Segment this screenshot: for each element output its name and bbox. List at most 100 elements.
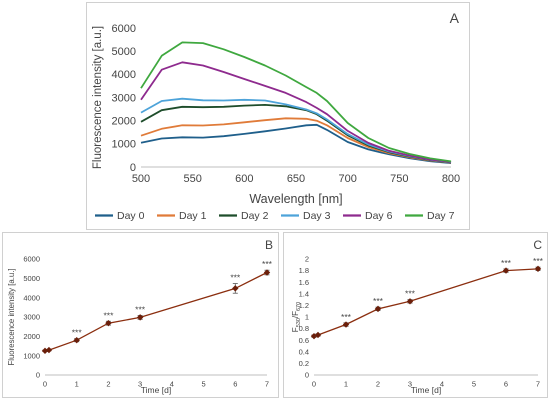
x-tick-label: 550: [183, 173, 201, 185]
significance-label: ***: [501, 258, 512, 268]
y-tick-label: 2000: [23, 332, 40, 341]
y-tick-label: 6000: [23, 255, 40, 264]
y-tick-label: 0.8: [299, 324, 309, 333]
panel-a: 0 1000 2000 3000 4000 5000 6000 500 550 600 650 700…: [86, 2, 470, 230]
y-tick-label: 0: [130, 162, 136, 174]
panel-c: 0 0.2 0.4 0.6 0.8 1 1.2 1.4 1.6 1.8 2 0 1 2 3 4 5 6 7 Time …: [283, 232, 548, 398]
y-axis-label: F530/F670: [291, 302, 302, 332]
x-tick-label: 5: [201, 380, 205, 389]
data-point-marker: [263, 269, 271, 276]
legend-label: Day 0: [117, 210, 145, 222]
panel-letter: B: [265, 238, 273, 252]
y-tick-label: 1000: [112, 139, 136, 151]
ratio-time-chart: 0 0.2 0.4 0.6 0.8 1 1.2 1.4 1.6 1.8 2 0 1 2 3 4 5 6 7 Time …: [291, 238, 544, 395]
x-tick-label: 600: [235, 173, 253, 185]
intensity-time-chart: 0 1000 2000 3000 4000 5000 6000 0 1 2 3 4 5 6 7 Time [d…: [7, 238, 273, 395]
x-tick-label: 650: [287, 173, 305, 185]
y-tick-label: 1.2: [299, 301, 309, 310]
y-tick-label: 0: [36, 371, 40, 380]
x-tick-label: 700: [338, 173, 356, 185]
data-point-marker: [374, 305, 382, 313]
data-point-marker: [314, 331, 322, 339]
y-axis-label-part: /F: [291, 311, 300, 318]
y-tick-label: 0: [305, 371, 309, 380]
data-point-marker: [45, 346, 53, 354]
y-tick-label: 1: [305, 313, 309, 322]
x-tick-label: 1: [75, 380, 79, 389]
significance-label: ***: [103, 310, 114, 320]
data-point-marker: [136, 314, 144, 321]
data-point-marker: [534, 265, 542, 273]
significance-label: ***: [262, 259, 273, 269]
y-axis-label: Fluorescence intensity [a.u.]: [92, 26, 104, 169]
x-tick-label: 7: [536, 380, 540, 389]
y-axis-label-part: 530: [296, 318, 302, 327]
y-tick-label: 2: [305, 255, 309, 264]
y-tick-label: 4000: [112, 69, 136, 81]
x-tick-label: 800: [442, 173, 460, 185]
data-point-marker: [105, 319, 112, 327]
data-point-marker: [342, 321, 350, 328]
x-tick-label: 750: [390, 173, 408, 185]
x-axis-label: Time [d]: [411, 385, 441, 395]
panel-letter: A: [450, 10, 460, 26]
x-axis-label: Wavelength [nm]: [249, 192, 342, 206]
data-point-marker: [502, 267, 510, 274]
y-tick-label: 5000: [23, 274, 40, 283]
panel-letter: C: [533, 238, 542, 252]
significance-label: ***: [533, 256, 544, 266]
legend-label: Day 7: [427, 210, 455, 222]
y-tick-label: 3000: [112, 92, 136, 104]
y-tick-label: 0.2: [299, 359, 309, 368]
y-tick-label: 1.8: [299, 266, 309, 275]
x-tick-label: 500: [132, 173, 150, 185]
data-point-marker: [406, 298, 414, 305]
y-tick-label: 1.6: [299, 278, 309, 287]
y-tick-label: 3000: [23, 313, 40, 322]
y-axis-label-part: 670: [296, 302, 302, 311]
series-line-day-6: [140, 61, 452, 163]
x-tick-label: 2: [376, 380, 380, 389]
x-tick-label: 5: [472, 380, 476, 389]
y-tick-label: 2000: [112, 116, 136, 128]
legend-label: Day 6: [365, 210, 393, 222]
x-tick-label: 2: [106, 380, 110, 389]
y-tick-label: 6000: [112, 23, 136, 35]
y-tick-label: 0.4: [299, 347, 309, 356]
x-tick-label: 1: [344, 380, 348, 389]
y-axis-label: Fluorescence intensity [a.u.]: [7, 268, 16, 365]
y-tick-label: 5000: [112, 46, 136, 58]
x-tick-label: 3: [408, 380, 412, 389]
series-line-day-7: [140, 41, 452, 163]
significance-label: ***: [72, 328, 83, 338]
data-point-marker: [232, 285, 239, 292]
series-line-day-0: [140, 123, 452, 164]
x-tick-label: 6: [504, 380, 508, 389]
x-tick-label: 7: [265, 380, 269, 389]
panel-b: 0 1000 2000 3000 4000 5000 6000 0 1 2 3 4 5 6 7 Time [d…: [2, 232, 279, 398]
spectrum-chart: 0 1000 2000 3000 4000 5000 6000 500 550 600 650 700…: [92, 10, 460, 222]
legend-label: Day 2: [241, 210, 269, 222]
significance-label: ***: [135, 304, 146, 314]
legend-label: Day 3: [303, 210, 331, 222]
x-tick-label: 6: [233, 380, 237, 389]
significance-label: ***: [373, 296, 384, 306]
significance-label: ***: [405, 289, 416, 299]
legend-label: Day 1: [179, 210, 207, 222]
significance-label: ***: [341, 312, 352, 322]
x-tick-label: 4: [440, 380, 444, 389]
data-point-marker: [310, 332, 318, 340]
x-tick-label: 4: [170, 380, 174, 389]
x-tick-label: 3: [138, 380, 142, 389]
data-point-marker: [41, 347, 49, 355]
x-axis-label: Time [d]: [141, 385, 171, 395]
significance-label: ***: [230, 273, 241, 283]
data-point-marker: [73, 337, 80, 344]
y-tick-label: 1.4: [299, 289, 309, 298]
x-tick-label: 0: [312, 380, 316, 389]
y-tick-label: 1000: [23, 351, 40, 360]
y-tick-label: 4000: [23, 293, 40, 302]
x-tick-label: 0: [43, 380, 47, 389]
y-tick-label: 0.6: [299, 336, 309, 345]
y-axis-label-part: F: [291, 327, 300, 332]
